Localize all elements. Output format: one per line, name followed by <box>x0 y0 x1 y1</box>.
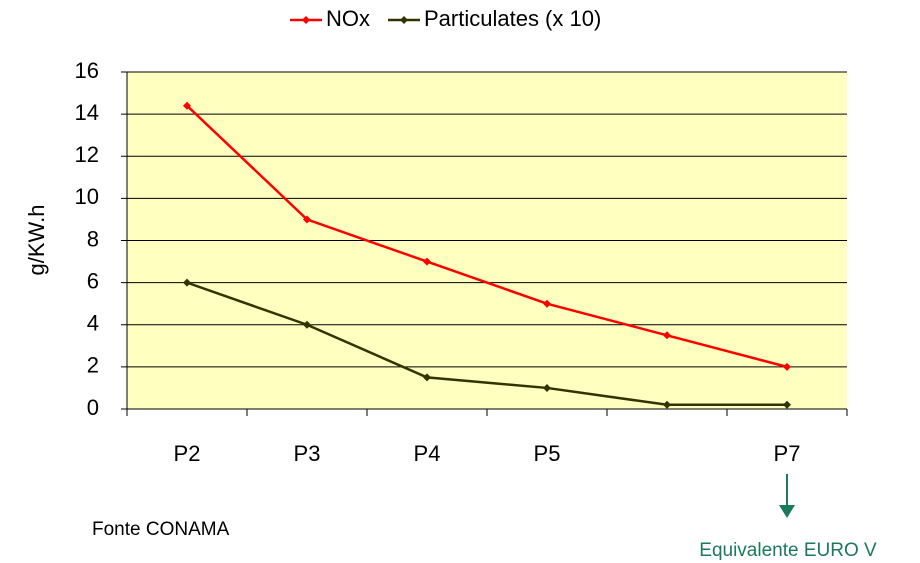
point <box>663 331 671 340</box>
legend-marker <box>400 16 408 24</box>
x-tick-label: P2 <box>174 441 201 466</box>
arrow-head <box>779 505 795 518</box>
point <box>783 400 791 409</box>
point <box>423 373 431 382</box>
y-tick-label: 12 <box>75 142 99 167</box>
y-tick-label: 0 <box>87 395 99 420</box>
x-tick-label: P5 <box>534 441 561 466</box>
y-tick-label: 14 <box>75 100 99 125</box>
point <box>303 215 311 224</box>
legend-label: NOx <box>326 6 370 31</box>
source-note: Fonte CONAMA <box>92 519 230 540</box>
series-line <box>186 281 787 407</box>
point <box>303 320 311 329</box>
point <box>783 362 791 371</box>
x-tick-label: P4 <box>414 441 441 466</box>
point <box>423 257 431 266</box>
legend-label: Particulates (x 10) <box>424 6 601 31</box>
point <box>543 299 551 308</box>
y-tick-label: 8 <box>87 226 99 251</box>
series-line <box>186 104 788 369</box>
x-tick-label: P7 <box>774 441 801 466</box>
legend-marker <box>302 16 310 24</box>
euro-note: Equivalente EURO V <box>699 540 877 561</box>
y-tick-label: 16 <box>75 58 99 83</box>
y-tick-label: 4 <box>87 311 99 336</box>
x-tick-label: P3 <box>294 441 321 466</box>
y-tick-label: 6 <box>87 268 99 293</box>
y-tick-label: 2 <box>87 353 99 378</box>
y-axis-label: g/KW.h <box>24 205 49 276</box>
y-tick-label: 10 <box>75 184 99 209</box>
point <box>663 400 671 409</box>
point <box>543 383 551 392</box>
point <box>183 101 191 110</box>
point <box>183 278 191 287</box>
